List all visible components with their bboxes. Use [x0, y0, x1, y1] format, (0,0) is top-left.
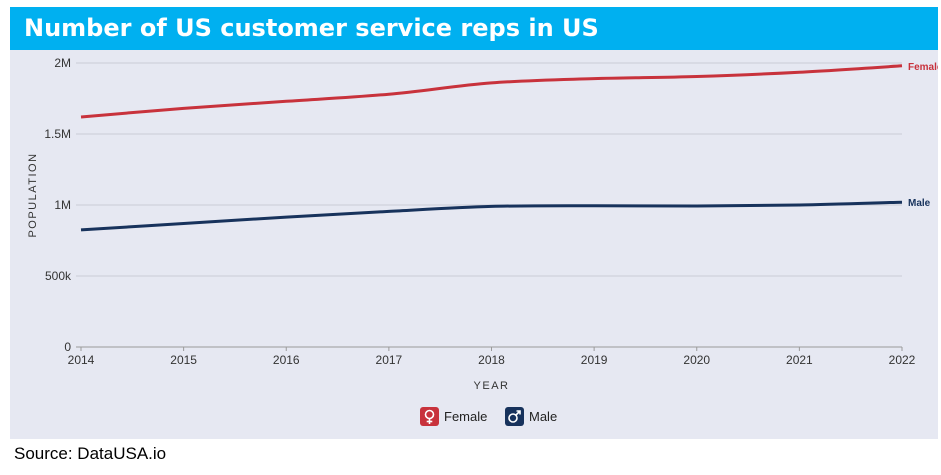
chart-title: Number of US customer service reps in US	[24, 14, 599, 42]
x-tick-label: 2020	[683, 353, 710, 367]
male-symbol-icon	[516, 410, 521, 415]
x-tick-label: 2014	[68, 353, 95, 367]
female-data-point	[285, 100, 288, 103]
male-data-point	[387, 210, 390, 213]
female-legend-swatch	[420, 407, 439, 426]
male-data-point	[593, 204, 596, 207]
female-end-label: Female	[908, 62, 938, 73]
male-data-point	[901, 201, 904, 204]
female-data-point	[593, 77, 596, 80]
y-tick-label: 1.5M	[44, 127, 71, 141]
male-end-label: Male	[908, 198, 931, 209]
line-chart: 0 500k 1M 1.5M 2M 2014 2015 2016 2017 2018 2019 202…	[27, 56, 938, 426]
female-data-point	[695, 75, 698, 78]
male-data-point	[798, 204, 801, 207]
male-data-point	[490, 205, 493, 208]
source-note: Source: DataUSA.io	[14, 444, 167, 463]
male-series-line	[80, 200, 903, 232]
y-tick-label: 500k	[45, 269, 72, 283]
male-data-point	[80, 228, 83, 231]
male-legend-swatch	[505, 407, 524, 426]
y-tick-label: 2M	[54, 56, 71, 70]
female-data-point	[798, 71, 801, 74]
x-tick-label: 2019	[581, 353, 608, 367]
male-symbol-icon	[508, 413, 518, 423]
title-banner: Number of US customer service reps in US	[10, 7, 938, 50]
y-tick-label: 1M	[54, 198, 71, 212]
male-data-point	[285, 216, 288, 219]
x-axis-title: YEAR	[474, 380, 510, 392]
male-legend-label: Male	[529, 409, 557, 424]
x-tick-label: 2021	[786, 353, 813, 367]
female-data-point	[490, 81, 493, 84]
female-legend-label: Female	[444, 409, 487, 424]
x-tick-label: 2016	[273, 353, 300, 367]
male-data-point	[695, 204, 698, 207]
female-data-point	[80, 115, 83, 118]
y-tick-label: 0	[64, 340, 71, 354]
x-tick-label: 2015	[170, 353, 197, 367]
male-data-point	[182, 222, 185, 225]
x-tick-label: 2018	[478, 353, 505, 367]
x-tick-label: 2022	[889, 353, 916, 367]
female-data-point	[182, 107, 185, 110]
y-axis-title: POPULATION	[27, 152, 39, 237]
female-data-point	[901, 64, 904, 67]
female-data-point	[387, 93, 390, 96]
chart-panel: 0 500k 1M 1.5M 2M 2014 2015 2016 2017 2018 2019 202…	[10, 50, 938, 439]
x-tick-label: 2017	[376, 353, 403, 367]
female-series-line	[80, 64, 903, 119]
